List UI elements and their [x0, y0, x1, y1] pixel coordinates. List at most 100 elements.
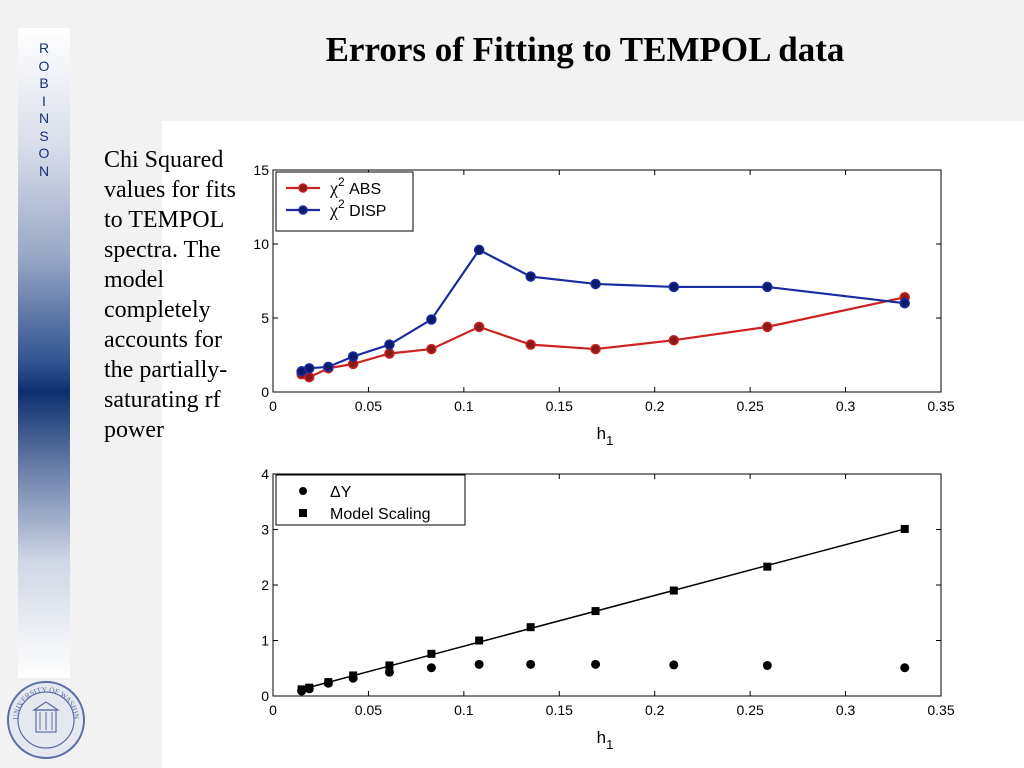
y-tick-label: 2: [261, 577, 269, 593]
data-point-square: [324, 678, 333, 687]
data-point-circle: [591, 659, 601, 669]
slide-caption: Chi Squared values for fits to TEMPOL sp…: [104, 147, 236, 443]
x-tick-label: 0.05: [355, 398, 382, 414]
legend-label: ΔY: [330, 484, 352, 501]
x-tick-label: 0.05: [355, 702, 382, 718]
x-axis-label-sub: 1: [606, 433, 613, 448]
fit-line: [301, 528, 905, 691]
data-point: [899, 297, 910, 309]
x-tick-label: 0.25: [737, 398, 764, 414]
data-point-square: [385, 661, 394, 670]
x-tick-label: 0.35: [927, 398, 954, 414]
side-letter: R: [38, 40, 50, 56]
y-tick-label: 4: [261, 466, 269, 482]
legend-sup: 2: [338, 197, 345, 211]
data-point-circle: [762, 660, 772, 670]
side-letter: O: [38, 145, 50, 161]
data-point-circle: [900, 663, 910, 673]
legend-marker: [298, 205, 308, 215]
x-axis-label-main: h: [597, 728, 606, 747]
legend-label: χ2 DISP: [329, 197, 386, 220]
x-axis-label: h1: [597, 728, 614, 752]
side-letter: N: [38, 110, 50, 126]
data-point-circle: [426, 663, 436, 673]
data-point-square: [297, 685, 306, 694]
data-point-circle: [526, 659, 536, 669]
data-point-square: [305, 683, 314, 692]
data-point: [304, 363, 315, 374]
legend-marker-square: [299, 509, 307, 517]
slide-title: Errors of Fitting to TEMPOL data: [325, 30, 845, 69]
x-tick-label: 0.1: [454, 702, 474, 718]
x-tick-label: 0.2: [645, 702, 665, 718]
side-letter: B: [39, 75, 49, 91]
data-point-square: [427, 649, 436, 658]
data-point-square: [669, 586, 678, 595]
legend-marker-circle: [299, 487, 307, 495]
x-tick-label: 0.35: [927, 702, 954, 718]
y-tick-label: 0: [261, 384, 269, 400]
legend-sup: 2: [338, 175, 345, 189]
legend-label: χ2 ABS: [329, 175, 381, 198]
data-point-circle: [384, 667, 394, 677]
data-point: [323, 361, 334, 373]
data-point-circle: [474, 659, 484, 669]
side-letter: O: [38, 57, 50, 74]
chi-squared-line-chart: 0 0.05 0.1 0.15 0.2 0.25 0.3 0.35 0 5 10 15 h1 χ2 ABS…: [253, 162, 954, 448]
x-tick-label: 0.3: [836, 702, 856, 718]
legend-marker: [298, 183, 308, 193]
legend-main: χ: [329, 200, 338, 220]
data-point-square: [475, 636, 484, 645]
x-axis-label-sub: 1: [606, 737, 613, 752]
x-tick-label: 0.3: [836, 398, 856, 414]
y-tick-label: 0: [261, 688, 269, 704]
data-point: [426, 314, 437, 325]
y-tick-label: 5: [261, 310, 269, 326]
legend-label: Model Scaling: [330, 506, 431, 523]
x-tick-label: 0.25: [737, 702, 764, 718]
data-point-square: [900, 524, 909, 533]
data-point: [762, 281, 773, 293]
data-point: [473, 321, 485, 333]
x-tick-label: 0.15: [546, 398, 573, 414]
legend-rest: ABS: [345, 181, 381, 198]
x-tick-label: 0.2: [645, 398, 665, 414]
y-tick-label: 1: [261, 633, 269, 649]
y-tick-label: 15: [253, 162, 269, 178]
legend-box: [275, 474, 466, 526]
data-point: [762, 321, 773, 333]
data-point: [347, 351, 359, 362]
data-point-square: [349, 671, 358, 680]
data-point: [384, 339, 395, 350]
legend-rest: DISP: [345, 203, 387, 220]
x-tick-label: 0.15: [546, 702, 573, 718]
y-tick-label: 3: [261, 522, 269, 538]
x-tick-label: 0.1: [454, 398, 474, 414]
data-point-square: [763, 562, 772, 571]
x-axis-label: h1: [597, 424, 614, 448]
side-letter: I: [42, 92, 46, 109]
university-seal-logo: UNIVERSITY OF WASHINGTON 1861: [6, 680, 85, 759]
legend-box: [275, 171, 414, 232]
data-point: [668, 281, 680, 293]
data-point: [525, 271, 536, 282]
data-point: [590, 343, 601, 355]
data-point-square: [526, 623, 535, 632]
x-tick-label: 0: [269, 702, 277, 718]
data-point-square: [591, 607, 600, 616]
data-point: [426, 343, 437, 355]
x-tick-label: 0: [269, 398, 277, 414]
legend-main: χ: [329, 178, 338, 198]
data-point: [473, 244, 485, 256]
data-point: [525, 339, 536, 350]
side-letter: N: [38, 162, 50, 179]
y-tick-label: 10: [253, 236, 269, 252]
side-letter: S: [39, 127, 49, 144]
x-axis-label-main: h: [597, 424, 606, 443]
data-point: [590, 278, 601, 290]
side-gradient-band: [18, 28, 70, 678]
data-point: [668, 334, 680, 346]
